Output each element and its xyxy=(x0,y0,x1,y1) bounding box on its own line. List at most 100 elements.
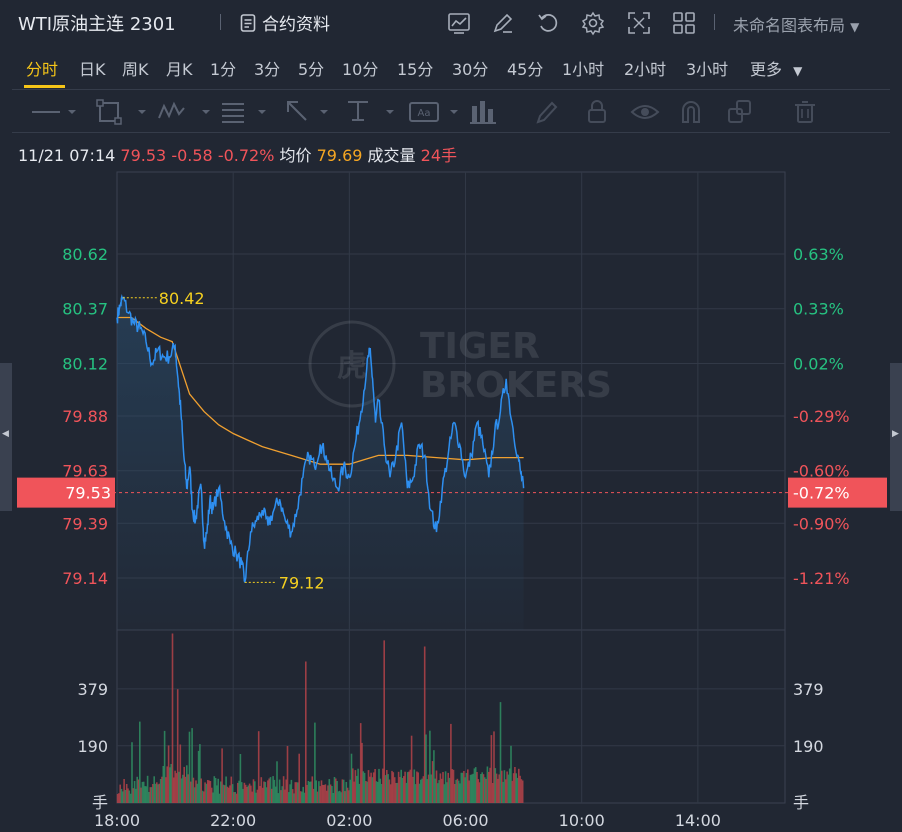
tab-period[interactable]: 分时 xyxy=(26,60,59,79)
magnet-icon[interactable] xyxy=(678,98,704,126)
chart-indicator-icon[interactable] xyxy=(446,10,472,36)
volume-tick-label: 190 xyxy=(793,737,824,756)
caret-down-icon: ▼ xyxy=(850,20,860,34)
price-tick-label: 79.14 xyxy=(62,569,108,588)
time-tick-label: 10:00 xyxy=(559,811,605,830)
caret-down-icon: ▼ xyxy=(793,64,803,78)
tab-more[interactable]: 更多 ▼ xyxy=(750,56,802,80)
avg-price-value: 79.69 xyxy=(316,146,363,165)
left-panel-handle[interactable]: ◀ xyxy=(0,363,12,511)
volume-bars xyxy=(116,633,524,803)
contract-info-button[interactable]: 合约资料 xyxy=(240,10,330,35)
axis-labels: 80.62 0.63% 80.37 0.33% 80.12 0.02% 79.88 -0.29… xyxy=(17,245,887,830)
tab-period[interactable]: 日K xyxy=(79,60,106,79)
tab-period[interactable]: 周K xyxy=(122,60,149,79)
pct-tick-label: 0.63% xyxy=(793,245,844,264)
time-tick-label: 14:00 xyxy=(675,811,721,830)
top-bar: WTI原油主连 2301 合约资料 xyxy=(0,0,902,46)
tab-period[interactable]: 月K xyxy=(166,60,193,79)
quote-change: -0.58 xyxy=(171,146,213,165)
volume-label: 成交量 xyxy=(367,146,416,165)
wave-tool-icon[interactable] xyxy=(156,98,216,126)
tab-period[interactable]: 1小时 xyxy=(562,60,605,79)
chevron-left-icon: ◀ xyxy=(2,429,9,439)
quote-info-line: 11/21 07:14 79.53 -0.58 -0.72% 均价 79.69 … xyxy=(18,142,457,166)
current-price-label: 79.53 xyxy=(65,484,111,503)
chart-grid xyxy=(116,171,786,804)
tab-period[interactable]: 1分 xyxy=(210,60,237,79)
hi-lo-markers: 80.42 79.12 xyxy=(122,289,325,592)
price-tick-label: 79.88 xyxy=(62,407,108,426)
active-tab-indicator xyxy=(24,85,65,88)
bar-tool-icon[interactable] xyxy=(468,98,502,126)
brush-icon[interactable] xyxy=(534,98,560,126)
price-area-fill xyxy=(117,296,524,630)
pct-tick-label: -1.21% xyxy=(793,569,850,588)
price-tick-label: 79.39 xyxy=(62,514,108,533)
fullscreen-icon[interactable] xyxy=(626,10,652,36)
lock-icon[interactable] xyxy=(584,98,610,126)
eye-icon[interactable] xyxy=(630,98,660,126)
pct-tick-label: -0.60% xyxy=(793,462,850,481)
time-tick-label: 22:00 xyxy=(210,811,256,830)
tab-period[interactable]: 10分 xyxy=(342,60,379,79)
avg-price-label: 均价 xyxy=(279,146,312,165)
volume-value: 24手 xyxy=(420,146,458,165)
grid-layout-icon[interactable] xyxy=(671,10,697,36)
volume-tick-label: 379 xyxy=(793,680,824,699)
svg-text:Aa: Aa xyxy=(418,108,431,119)
clone-icon[interactable] xyxy=(726,98,754,126)
tab-period[interactable]: 3分 xyxy=(254,60,281,79)
price-tick-label: 80.12 xyxy=(62,354,108,373)
pct-tick-label: 0.33% xyxy=(793,300,844,319)
avg-price-line xyxy=(117,316,524,465)
tab-period[interactable]: 3小时 xyxy=(686,60,729,79)
text-tool-icon[interactable]: Aa xyxy=(408,98,468,126)
divider xyxy=(220,14,221,30)
high-marker-label: 80.42 xyxy=(159,289,205,308)
pct-tick-label: 0.02% xyxy=(793,354,844,373)
contract-info-label: 合约资料 xyxy=(262,15,330,35)
tab-period[interactable]: 2小时 xyxy=(624,60,667,79)
price-lines xyxy=(17,293,885,583)
volume-tick-label: 190 xyxy=(77,737,108,756)
watermark-text: TIGER xyxy=(420,326,540,367)
rectangle-tool-icon[interactable] xyxy=(94,98,150,126)
line-tool-icon[interactable] xyxy=(28,98,78,126)
quote-price: 79.53 xyxy=(120,146,167,165)
time-tick-label: 18:00 xyxy=(94,811,140,830)
text-align-tool-icon[interactable] xyxy=(344,98,404,126)
watermark-text: BROKERS xyxy=(420,365,612,406)
tab-period[interactable]: 45分 xyxy=(507,60,544,79)
more-label: 更多 xyxy=(750,60,783,79)
symbol-title[interactable]: WTI原油主连 2301 xyxy=(18,14,176,35)
tab-period[interactable]: 5分 xyxy=(298,60,325,79)
pct-tick-label: -0.90% xyxy=(793,514,850,533)
volume-unit-label: 手 xyxy=(793,793,809,812)
plot-border xyxy=(116,171,786,804)
arrow-tool-icon[interactable] xyxy=(282,98,338,126)
period-tabs: 分时 日K 周K 月K 1分 3分 5分 10分 15分 30分 45分 1小时… xyxy=(0,46,902,88)
draw-pen-icon[interactable] xyxy=(490,10,516,36)
right-panel-handle[interactable]: ▶ xyxy=(890,363,902,511)
reset-icon[interactable] xyxy=(535,10,561,36)
price-area xyxy=(117,296,524,630)
current-price-box xyxy=(17,477,115,508)
layout-name: 未命名图表布局 xyxy=(733,16,846,35)
time-tick-label: 02:00 xyxy=(326,811,372,830)
fib-tool-icon[interactable] xyxy=(218,98,274,126)
price-tick-label: 80.62 xyxy=(62,245,108,264)
drawing-toolbar: Aa xyxy=(12,89,890,133)
price-tick-label: 80.37 xyxy=(62,300,108,319)
price-tick-label: 79.63 xyxy=(62,462,108,481)
quote-datetime: 11/21 07:14 xyxy=(18,146,116,165)
tab-period[interactable]: 30分 xyxy=(452,60,489,79)
layout-selector[interactable]: 未命名图表布局 ▼ xyxy=(733,12,859,36)
time-tick-label: 06:00 xyxy=(442,811,488,830)
current-pct-label: -0.72% xyxy=(793,484,850,503)
settings-icon[interactable] xyxy=(580,10,606,36)
watermark-logo-glyph: 虎 xyxy=(337,349,367,384)
trash-icon[interactable] xyxy=(792,98,818,126)
tab-period[interactable]: 15分 xyxy=(397,60,434,79)
price-line xyxy=(116,293,525,583)
